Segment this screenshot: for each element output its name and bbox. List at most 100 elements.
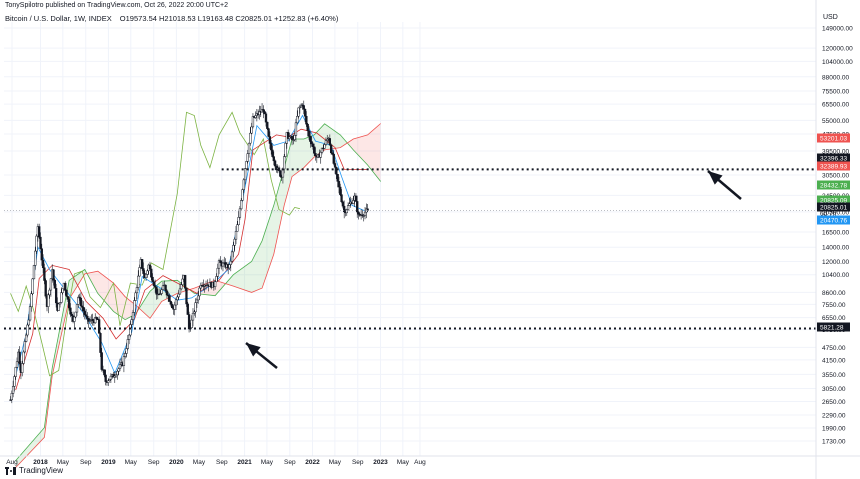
candle-body-up	[190, 319, 193, 329]
candle-body-up	[195, 299, 199, 303]
candle	[310, 136, 313, 147]
candle-body-up	[118, 364, 122, 369]
candle	[283, 153, 286, 174]
candle-body-up	[288, 136, 291, 139]
candle-body-up	[47, 294, 50, 307]
candle-body-up	[250, 126, 253, 134]
x-tick-label: May	[57, 459, 70, 466]
candle	[224, 258, 227, 270]
candle	[306, 122, 309, 137]
candle-body-up	[22, 351, 25, 364]
candle	[142, 262, 145, 280]
candle-body-up	[21, 363, 24, 373]
candle-body-down	[361, 214, 364, 216]
candle	[332, 149, 335, 166]
candle-body-down	[186, 303, 189, 315]
grid-lines	[4, 22, 816, 456]
candle	[236, 220, 239, 232]
candle-body-down	[168, 295, 171, 302]
candle-body-down	[263, 111, 266, 115]
y-tick-label: 1730.00	[822, 439, 846, 446]
candle	[268, 131, 272, 149]
y-tick-label: 55000.00	[822, 118, 849, 125]
candle	[302, 100, 305, 115]
candle-body-down	[332, 153, 335, 164]
candle-body-up	[233, 238, 236, 246]
x-tick-label: Sep	[352, 459, 364, 466]
candle-body-up	[127, 334, 131, 340]
candle	[141, 259, 144, 271]
x-tick-label: May	[397, 459, 410, 466]
candle	[78, 293, 81, 301]
candle	[144, 273, 148, 281]
candle-body-up	[296, 115, 299, 124]
publish-note: TonySpilotro published on TradingView.co…	[5, 2, 229, 9]
candle-body-up	[326, 138, 329, 141]
candle	[27, 314, 30, 327]
candle	[164, 284, 167, 293]
x-tick-label: May	[261, 459, 274, 466]
candle	[197, 290, 200, 304]
candle	[28, 303, 32, 322]
candle-body-down	[357, 211, 360, 215]
y-tick-label: 30500.00	[822, 173, 849, 180]
price-label-bg	[817, 202, 850, 212]
candle-body-up	[113, 375, 116, 378]
candle-body-up	[215, 276, 218, 282]
price-label-bg	[817, 161, 850, 171]
cloud-bullish	[15, 269, 88, 468]
candle-body-up	[109, 375, 113, 380]
horizontal-levels	[4, 168, 816, 330]
x-tick-label: 2018	[33, 459, 48, 466]
candle	[313, 143, 316, 157]
candle-body-up	[241, 189, 244, 201]
candle	[249, 127, 252, 146]
candle-body-up	[180, 284, 183, 290]
arrow-head	[246, 343, 261, 357]
candle	[95, 316, 98, 321]
candle	[213, 280, 217, 290]
candle	[30, 291, 33, 312]
candle-body-down	[91, 319, 94, 322]
candle-body-up	[126, 339, 129, 349]
candle	[329, 143, 333, 155]
candle-body-down	[329, 144, 333, 154]
candle-body-down	[103, 369, 106, 376]
candle-body-up	[130, 319, 133, 325]
y-tick-label: 2650.00	[822, 399, 846, 406]
candle	[348, 197, 351, 207]
candle-body-up	[32, 265, 36, 280]
candle-body-up	[174, 299, 178, 306]
candle-body-down	[164, 284, 167, 292]
candle-body-up	[57, 303, 60, 311]
candle	[266, 121, 269, 131]
candle-body-down	[70, 313, 73, 316]
candle-body-down	[69, 307, 72, 315]
candle	[243, 167, 247, 185]
candle	[126, 334, 129, 351]
candle	[262, 105, 265, 119]
candle	[65, 289, 68, 297]
candle-body-up	[30, 293, 33, 307]
candle	[331, 149, 334, 156]
candle-body-up	[242, 179, 245, 190]
candle	[103, 369, 106, 378]
candle	[193, 309, 196, 316]
symbol-name[interactable]: Bitcoin / U.S. Dollar, 1W, INDEX	[5, 14, 112, 23]
candle-body-down	[267, 128, 270, 137]
y-tick-label: 75500.00	[822, 89, 849, 96]
y-tick-label: 65500.00	[822, 102, 849, 109]
candle	[215, 273, 218, 282]
candle-body-down	[322, 147, 325, 150]
candle-body-up	[221, 262, 225, 267]
candle	[228, 264, 231, 271]
candle-body-up	[230, 251, 234, 262]
footer: TradingView	[5, 466, 63, 475]
candle-body-down	[68, 299, 71, 309]
candle	[75, 304, 79, 317]
candle-body-up	[11, 386, 15, 394]
candle	[160, 287, 163, 296]
candle-body-down	[302, 105, 305, 110]
